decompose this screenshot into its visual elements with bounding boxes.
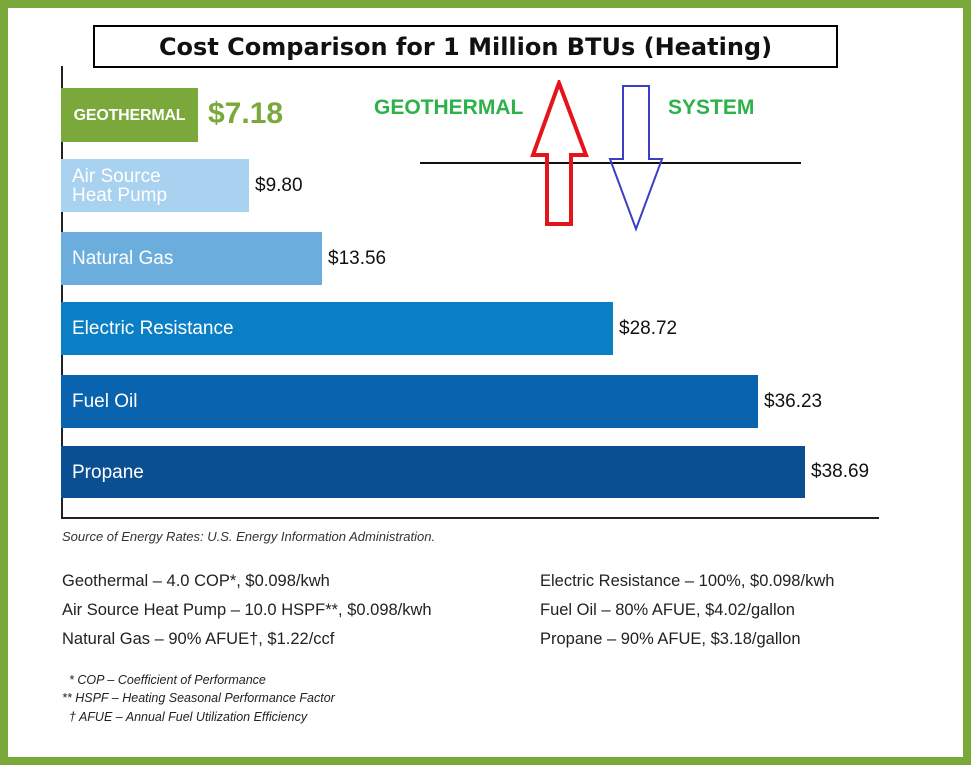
note-air-source: Air Source Heat Pump – 10.0 HSPF**, $0.0… (62, 601, 432, 619)
bar-electric-resistance: Electric Resistance (61, 302, 613, 355)
bar-air-source-heat-pump: Air Source Heat Pump (61, 159, 249, 212)
value-label-natural-gas: $13.56 (328, 247, 387, 269)
down-arrow-icon (608, 85, 664, 232)
bar-label-fuel-oil: Fuel Oil (72, 391, 138, 412)
note-fuel-oil: Fuel Oil – 80% AFUE, $4.02/gallon (540, 601, 795, 619)
y-axis-line (61, 66, 63, 518)
note-geothermal: Geothermal – 4.0 COP*, $0.098/kwh (62, 572, 330, 590)
up-arrow-icon (530, 80, 589, 226)
bar-fuel-oil: Fuel Oil (61, 375, 758, 428)
value-label-fuel-oil: $36.23 (764, 390, 823, 412)
note-electric-resistance: Electric Resistance – 100%, $0.098/kwh (540, 572, 835, 590)
down-arrow-shape (608, 85, 664, 232)
annotation-system-text: SYSTEM (668, 96, 755, 119)
annotation-geothermal-text: GEOTHERMAL (374, 96, 524, 119)
footnote-cop: * COP – Coefficient of Performance (69, 673, 266, 687)
bar-label-electric-resistance: Electric Resistance (72, 318, 234, 339)
bar-label-natural-gas: Natural Gas (72, 248, 174, 269)
bar-natural-gas: Natural Gas (61, 232, 322, 285)
note-natural-gas: Natural Gas – 90% AFUE†, $1.22/ccf (62, 630, 335, 648)
up-arrow-shape (530, 80, 589, 226)
bar-propane: Propane (61, 446, 805, 498)
bar-geothermal: GEOTHERMAL (61, 88, 198, 142)
footnote-afue: † AFUE – Annual Fuel Utilization Efficie… (69, 710, 308, 724)
value-label-air-source-heat-pump: $9.80 (255, 174, 303, 196)
chart-title: Cost Comparison for 1 Million BTUs (Heat… (93, 25, 838, 68)
bar-label-geothermal: GEOTHERMAL (73, 106, 186, 124)
value-label-geothermal: $7.18 (208, 97, 284, 130)
bar-label-propane: Propane (72, 461, 144, 483)
value-label-electric-resistance: $28.72 (619, 317, 678, 339)
bar-label-air-source-heat-pump: Air Source Heat Pump (72, 165, 168, 206)
x-axis-line (61, 517, 879, 519)
note-propane: Propane – 90% AFUE, $3.18/gallon (540, 630, 801, 648)
footnote-hspf: ** HSPF – Heating Seasonal Performance F… (62, 691, 335, 705)
source-note: Source of Energy Rates: U.S. Energy Info… (62, 529, 436, 544)
value-label-propane: $38.69 (811, 461, 870, 482)
